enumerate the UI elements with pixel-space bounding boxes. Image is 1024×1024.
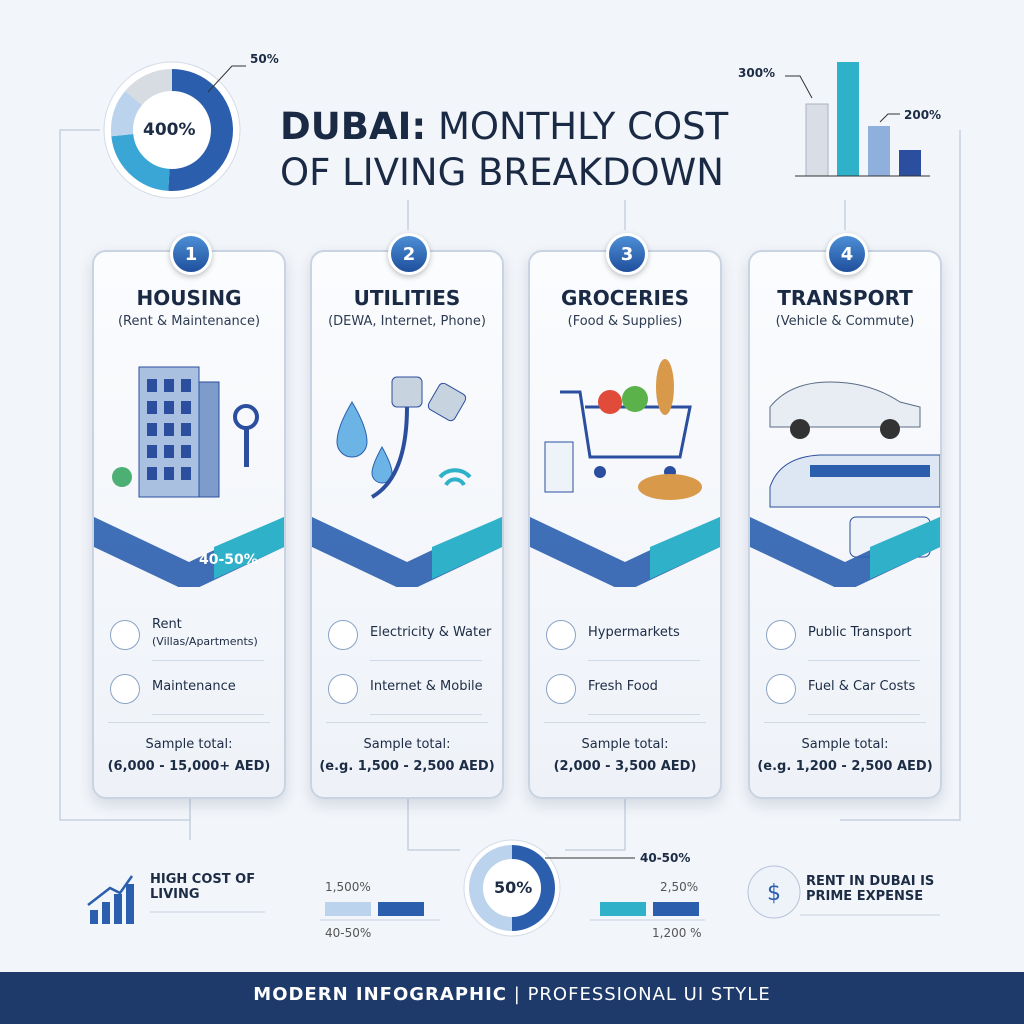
total-value: (6,000 - 15,000+ AED) [107,759,271,774]
total-label: Sample total: [363,737,451,752]
illustration-art [312,376,502,592]
card-subtitle: (Rent & Maintenance) [117,314,261,329]
card-number: 2 [388,233,430,275]
bottom-callout: 40-50% [640,851,691,865]
item-icon [110,620,140,650]
item-label: Public Transport [808,625,912,640]
donut-center: 400% [143,120,196,140]
card: HOUSING (Rent & Maintenance) 40-50% Rent (Vi… [92,250,286,799]
card-subtitle: (Vehicle & Commute) [775,314,915,329]
divider [370,660,482,661]
card: TRANSPORT (Vehicle & Commute) Public Trans… [748,250,942,799]
divider [152,714,264,715]
illustration-art [530,359,720,592]
footer-right: PROFESSIONAL UI STYLE [527,984,771,1005]
divider [370,714,482,715]
card-title: HOUSING [136,286,242,310]
illustration [750,347,940,592]
item-label: Maintenance [152,679,236,694]
total-value: (2,000 - 3,500 AED) [553,759,697,774]
bottom-left-text: HIGH COST OF LIVING [150,872,256,902]
donut-callout: 50% [250,52,279,66]
band-label: 40-50% [199,552,258,568]
title-line: MONTHLY COST [437,105,729,148]
item-icon [328,620,358,650]
item-label: Hypermarkets [588,625,680,640]
total-value: (e.g. 1,200 - 2,500 AED) [757,759,933,774]
card-title: TRANSPORT [777,286,913,310]
item-icon [110,674,140,704]
illustration [312,347,502,592]
divider [808,660,920,661]
total-label: Sample total: [581,737,669,752]
bar-label: 300% [738,66,776,80]
bottom-label: 1,500% [325,880,371,894]
title-bold: DUBAI: [280,105,427,148]
bottom-right-text: RENT IN DUBAI IS PRIME EXPENSE [806,874,935,904]
svg-text:$: $ [767,881,781,906]
divider [808,714,920,715]
item-icon [328,674,358,704]
footer-left: MODERN INFOGRAPHIC [253,984,508,1005]
divider [588,714,700,715]
item-label: Fresh Food [588,679,658,694]
card: GROCERIES (Food & Supplies) Hypermarkets Fr… [528,250,722,799]
footer: MODERN INFOGRAPHIC | PROFESSIONAL UI STY… [0,984,1024,1005]
card-title: UTILITIES [353,286,461,310]
item-sublabel: (Villas/Apartments) [152,635,258,648]
divider [764,722,926,723]
divider [588,660,700,661]
bottom-label: 2,50% [660,880,699,894]
card-number: 3 [606,233,648,275]
bottom-donut-center: 50% [494,878,533,897]
item-label: Internet & Mobile [370,679,483,694]
divider [544,722,706,723]
illustration [530,347,720,592]
card-title: GROCERIES [560,286,690,310]
card-subtitle: (Food & Supplies) [567,314,683,329]
illustration-art [94,366,284,592]
total-label: Sample total: [145,737,233,752]
title: DUBAI: MONTHLY COST OF LIVING BREAKDOWN [280,104,728,196]
bar-label: 200% [904,108,942,122]
item-icon [546,674,576,704]
footer-separator: | [513,984,521,1005]
total-label: Sample total: [801,737,889,752]
divider [108,722,270,723]
card: UTILITIES (DEWA, Internet, Phone) Electric… [310,250,504,799]
card-subtitle: (DEWA, Internet, Phone) [328,314,486,329]
divider [152,660,264,661]
bottom-label: 1,200 % [652,926,702,940]
illustration-art [750,381,940,592]
card-number: 1 [170,233,212,275]
divider [326,722,488,723]
item-icon [546,620,576,650]
item-label: Fuel & Car Costs [808,679,916,694]
item-label: Rent [152,617,182,632]
item-label: Electricity & Water [370,625,492,640]
item-icon [766,674,796,704]
illustration [94,347,284,592]
title-line: OF LIVING BREAKDOWN [280,151,724,194]
bottom-label: 40-50% [325,926,372,940]
total-value: (e.g. 1,500 - 2,500 AED) [319,759,495,774]
card-number: 4 [826,233,868,275]
item-icon [766,620,796,650]
